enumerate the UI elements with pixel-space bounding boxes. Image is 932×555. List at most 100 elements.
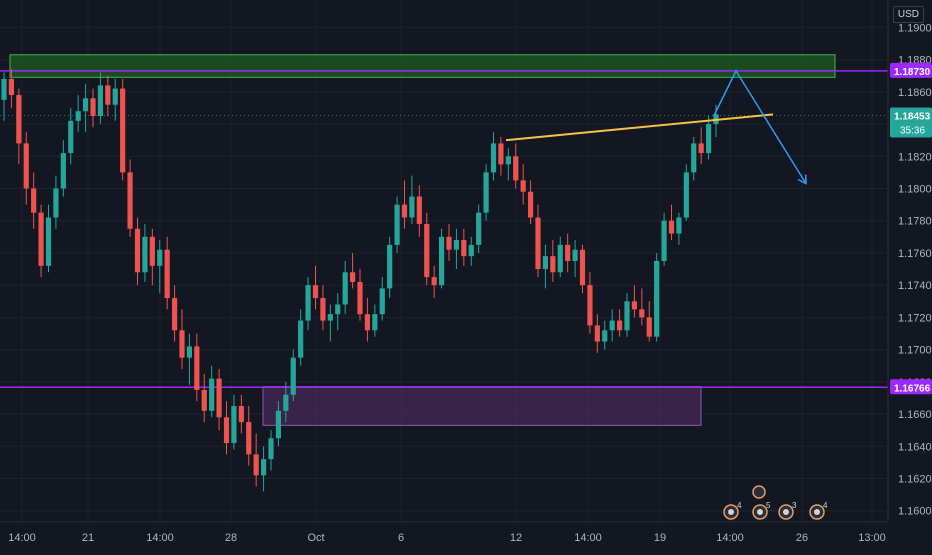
- candle-body: [290, 357, 296, 395]
- event-flag-icon[interactable]: [752, 485, 766, 499]
- candle-body: [661, 220, 667, 261]
- currency-label[interactable]: USD: [892, 6, 924, 23]
- candle-body: [616, 320, 623, 331]
- event-count: 3: [792, 501, 797, 510]
- candle-body: [283, 394, 289, 411]
- demand-zone: [262, 386, 702, 426]
- candle-body: [364, 314, 371, 331]
- candle-body: [268, 438, 274, 460]
- price-tick-label: 1.16200: [898, 474, 932, 486]
- event-badge[interactable]: 3: [778, 501, 797, 520]
- candle-body: [587, 285, 593, 326]
- candle-body: [409, 196, 415, 218]
- candle-body: [654, 261, 660, 337]
- time-tick-label: 12: [510, 532, 522, 544]
- candle-body: [372, 314, 378, 331]
- horizontal-levels[interactable]: [0, 70, 888, 389]
- candle-body: [238, 406, 244, 423]
- candle-body: [171, 298, 178, 331]
- candle-body: [639, 309, 645, 318]
- event-badge[interactable]: 5: [752, 501, 771, 520]
- event-count: 4: [737, 501, 742, 510]
- time-tick-label: Oct: [307, 532, 324, 544]
- candle-body: [676, 217, 682, 234]
- candle-body: [75, 111, 81, 121]
- drawings[interactable]: [505, 69, 807, 185]
- candle-body: [698, 143, 704, 154]
- price-tick-label: 1.17600: [898, 248, 932, 260]
- time-tick-label: 14:00: [8, 532, 36, 544]
- candle-body: [683, 172, 689, 218]
- candle-body: [134, 228, 141, 273]
- time-axis[interactable]: 14:00 21 14:00 28 Oct 6 12 14:00 19 14:00 26 13:00: [0, 521, 888, 544]
- candle-body: [157, 249, 163, 266]
- time-tick-label: 13:00: [858, 532, 886, 544]
- candle-body: [609, 320, 615, 331]
- candle-body: [179, 330, 185, 358]
- candle-body: [53, 188, 59, 218]
- level-lower-tag[interactable]: 1.16766: [894, 383, 931, 394]
- current-price-tag[interactable]: 1.18453: [894, 112, 931, 123]
- candle-body: [209, 378, 215, 411]
- current-price-tag-countdown: 35:36: [900, 126, 925, 137]
- candle-body: [416, 196, 422, 224]
- price-tick-label: 1.18600: [898, 87, 932, 99]
- supply-zone: [9, 54, 836, 78]
- candle-body: [164, 249, 170, 299]
- candle-body: [320, 298, 326, 321]
- time-tick-label: 28: [225, 532, 237, 544]
- candle-body: [149, 236, 155, 266]
- candle-body: [31, 188, 37, 213]
- candle-body: [468, 244, 474, 257]
- candle-body: [579, 249, 586, 286]
- time-tick-label: 6: [398, 532, 404, 544]
- candle-body: [483, 172, 489, 213]
- candle-body: [68, 120, 74, 154]
- time-tick-label: 14:00: [716, 532, 744, 544]
- candle-body: [275, 410, 282, 439]
- time-tick-label: 14:00: [146, 532, 174, 544]
- trendline[interactable]: [505, 113, 774, 142]
- candle-body: [535, 217, 541, 270]
- candle-body: [305, 285, 311, 321]
- candle-body: [16, 95, 22, 144]
- candle-body: [527, 191, 534, 218]
- zones: [9, 54, 836, 426]
- projection-path[interactable]: [713, 69, 807, 185]
- candle-body: [513, 156, 519, 181]
- flag-icon-center: [814, 509, 820, 515]
- candle-body: [335, 304, 341, 315]
- candle-body: [498, 143, 504, 165]
- price-tick-label: 1.19000: [898, 22, 932, 34]
- flag-icon-center: [728, 509, 734, 515]
- event-badge[interactable]: 4: [723, 501, 742, 520]
- time-tick-label: 26: [796, 532, 808, 544]
- price-axis[interactable]: 1.160001.162001.164001.166001.168001.170…: [887, 0, 932, 522]
- candle-body: [194, 346, 200, 390]
- candle-body: [112, 88, 118, 105]
- current-price-tag-bg: [890, 107, 932, 138]
- candle-body: [394, 204, 400, 245]
- candle-body: [631, 301, 638, 310]
- candle-body: [342, 272, 348, 305]
- candle-body: [1, 78, 7, 100]
- projection-arrowhead: [797, 174, 807, 185]
- candle-body: [542, 256, 549, 270]
- event-count: 4: [823, 501, 828, 510]
- candle-body: [401, 204, 408, 218]
- candle-body: [520, 180, 526, 192]
- event-badge[interactable]: 4: [809, 501, 828, 520]
- candle-body: [327, 314, 333, 321]
- candle-body: [127, 172, 133, 229]
- event-badges[interactable]: 4 5 3 4: [723, 485, 828, 520]
- candle-body: [461, 240, 467, 257]
- candle-body: [90, 98, 96, 116]
- time-tick-label: 19: [654, 532, 666, 544]
- level-lower-tag-bg: [890, 379, 932, 395]
- candle-body: [387, 244, 393, 289]
- candle-body: [446, 236, 452, 250]
- level-upper-tag[interactable]: 1.18730: [894, 67, 931, 78]
